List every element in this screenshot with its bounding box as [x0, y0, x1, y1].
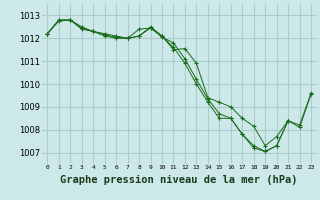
X-axis label: Graphe pression niveau de la mer (hPa): Graphe pression niveau de la mer (hPa)	[60, 175, 298, 185]
